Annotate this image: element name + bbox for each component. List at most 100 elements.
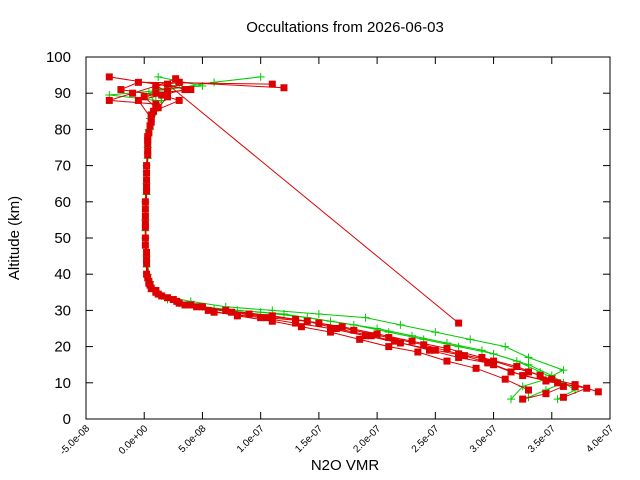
data-point [477,346,486,355]
x-tick-label: 4.0e-07 [584,423,616,455]
data-point [501,375,509,383]
data-point [571,382,579,390]
data-point [524,386,532,394]
data-point [361,313,370,322]
data-point [519,372,527,380]
data-point [303,317,311,325]
data-point [583,384,591,392]
data-point [144,136,152,144]
data-point [548,375,556,383]
data-point [117,86,125,94]
data-point [391,337,399,345]
y-tick-label: 10 [54,375,71,392]
data-point [173,297,181,305]
data-point [143,248,151,256]
data-point [338,323,346,331]
data-point [143,270,151,278]
data-point [314,310,323,319]
data-point [542,377,550,385]
data-point [519,395,527,403]
data-point [478,353,486,361]
data-point [443,357,451,365]
y-tick-label: 60 [54,194,71,211]
data-point [507,368,515,376]
data-point [268,80,276,88]
data-point [466,335,475,344]
x-tick-label: 5.0e-08 [177,423,209,455]
data-point [145,279,153,287]
data-series [141,80,568,404]
data-point [431,346,439,354]
data-point [297,323,305,331]
x-tick-label: 3.5e-07 [526,423,558,455]
y-tick-label: 30 [54,302,71,319]
series-line [109,76,589,398]
data-point [172,75,180,83]
data-point [187,86,195,94]
y-tick-label: 80 [54,121,71,138]
x-tick-label: 0.0e+00 [117,423,151,457]
data-point [420,341,428,349]
data-point [257,314,265,322]
y-tick-label: 90 [54,85,71,102]
data-point [262,314,270,322]
data-point [350,326,358,334]
data-point [490,357,498,365]
data-series [140,75,532,394]
data-point [268,317,276,325]
series-line [144,76,577,400]
data-point [455,353,463,361]
data-point [164,87,172,95]
data-point [181,86,189,94]
data-point [367,332,375,340]
data-point [256,72,265,81]
data-point [154,290,162,298]
data-point [144,274,152,282]
data-point [431,328,440,337]
x-tick-label: 1.0e-07 [235,423,267,455]
data-point [292,319,300,327]
data-point [134,78,142,86]
data-point [414,348,422,356]
data-point [141,205,149,213]
data-point [141,241,149,249]
data-series [117,78,567,403]
series-line [119,81,565,400]
data-point [152,286,160,294]
data-point [484,359,492,367]
data-point [396,320,405,329]
data-point [361,332,369,340]
data-point [164,80,172,88]
data-point [513,363,521,371]
data-point [228,308,236,316]
data-point [245,310,253,318]
y-tick-label: 40 [54,266,71,283]
data-point [105,73,113,81]
data-point [105,96,113,104]
data-point [147,118,155,126]
series-layer [105,72,602,404]
data-point [152,104,160,112]
data-point [327,328,335,336]
data-point [140,93,148,101]
data-series [105,72,568,402]
data-point [210,308,218,316]
data-point [147,285,155,293]
data-point [175,96,183,104]
chart-title: Occultations from 2026-06-03 [246,19,444,36]
data-point [198,303,206,311]
data-point [455,350,463,358]
y-tick-label: 50 [54,230,71,247]
data-series [134,80,579,390]
data-point [152,82,160,90]
series-line [143,78,529,391]
data-point [204,306,212,314]
data-point [332,325,340,332]
x-tick-label: 1.5e-07 [293,423,325,455]
x-axis-label: N2O VMR [311,457,380,474]
data-point [144,133,152,141]
data-point [559,393,567,401]
data-point [594,388,602,396]
data-point [524,360,533,369]
data-point [460,352,468,360]
